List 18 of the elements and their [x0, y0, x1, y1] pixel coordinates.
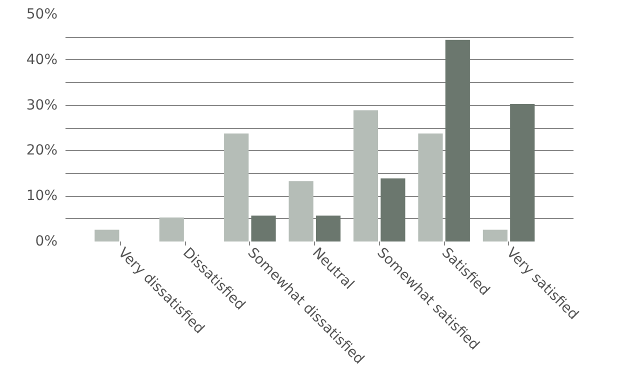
bar: [445, 40, 470, 242]
y-tick-label: 0%: [35, 234, 58, 250]
bar: [224, 133, 249, 242]
bar: [353, 110, 378, 242]
bar: [251, 216, 276, 242]
bar: [94, 230, 120, 242]
bar: [159, 217, 184, 242]
bar: [380, 178, 406, 242]
y-tick-label: 50%: [26, 6, 58, 22]
bar: [288, 181, 314, 242]
bar: [482, 230, 508, 242]
bar: [510, 104, 535, 242]
y-tick-label: 10%: [26, 188, 58, 204]
y-tick-label: 20%: [26, 142, 58, 159]
bar: [418, 133, 443, 242]
bar: [316, 216, 341, 242]
y-tick-label: 30%: [26, 97, 58, 114]
y-tick-label: 40%: [26, 52, 58, 68]
